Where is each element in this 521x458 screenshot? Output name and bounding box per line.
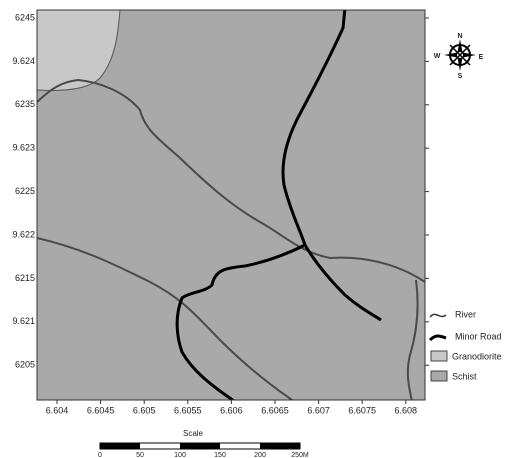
x-tick-label: 6.6055	[174, 405, 202, 415]
y-tick-label: 6245	[15, 12, 35, 22]
scale-bar	[99, 442, 301, 450]
x-tick-label: 6.607	[307, 405, 330, 415]
legend-label: Granodiorite	[452, 351, 502, 361]
y-tick-label: 6235	[15, 99, 35, 109]
legend	[428, 313, 448, 382]
x-tick-label: 6.6065	[261, 405, 289, 415]
legend-schist-swatch	[430, 370, 448, 382]
compass-label: S	[458, 73, 463, 80]
minor-road	[281, 10, 382, 322]
y-tick-label: 6215	[15, 273, 35, 283]
compass-label: N	[457, 33, 462, 40]
river	[406, 279, 419, 400]
compass-label: E	[479, 54, 484, 61]
y-tick-label: 6205	[15, 360, 35, 370]
granodiorite-area	[37, 10, 121, 91]
river	[37, 78, 425, 283]
y-tick-label: 9.623	[12, 143, 35, 153]
y-tick-label: 9.622	[12, 229, 35, 239]
y-tick-label: 9.624	[12, 56, 35, 66]
compass-rose	[444, 39, 476, 71]
scale-label: 50	[136, 452, 144, 458]
legend-granodiorite-swatch	[430, 350, 448, 362]
scale-label: 100	[174, 452, 186, 458]
legend-road-symbol	[428, 334, 447, 342]
x-tick-label: 6.6075	[348, 405, 376, 415]
scale-label: 0	[98, 452, 102, 458]
scale-label: 200	[254, 452, 266, 458]
legend-river-symbol	[429, 313, 447, 318]
map-area	[37, 10, 425, 400]
legend-label: River	[455, 309, 476, 319]
scale-label: 250M	[291, 452, 309, 458]
scale-title: Scale	[183, 429, 204, 438]
x-tick-label: 6.604	[46, 405, 69, 415]
compass-label: W	[434, 53, 441, 60]
river	[37, 237, 294, 400]
minor-road	[175, 243, 306, 400]
scale-label: 150	[214, 452, 226, 458]
x-tick-label: 6.608	[395, 405, 418, 415]
y-tick-label: 9.621	[12, 316, 35, 326]
x-tick-label: 6.606	[220, 405, 243, 415]
x-tick-label: 6.6045	[87, 405, 115, 415]
legend-label: Minor Road	[455, 331, 502, 341]
x-tick-label: 6.605	[133, 405, 156, 415]
legend-label: Schist	[452, 371, 477, 381]
y-tick-label: 6225	[15, 186, 35, 196]
